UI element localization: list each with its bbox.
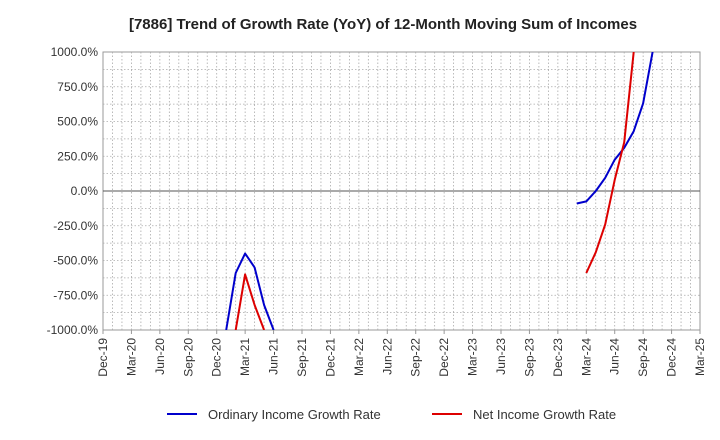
x-tick-label: Jun-22 <box>380 338 394 375</box>
y-tick-label: 500.0% <box>57 115 98 129</box>
x-tick-label: Jun-20 <box>153 338 167 375</box>
y-tick-label: 1000.0% <box>51 45 99 59</box>
series-lines <box>225 52 654 330</box>
y-tick-label: -500.0% <box>53 254 98 268</box>
legend-label: Ordinary Income Growth Rate <box>208 407 381 422</box>
y-tick-label: 0.0% <box>71 184 99 198</box>
x-tick-label: Dec-21 <box>323 338 337 377</box>
series-line-ordinary-income <box>576 52 654 205</box>
x-tick-label: Sep-20 <box>181 338 195 377</box>
x-tick-label: Jun-23 <box>494 338 508 375</box>
x-tick-label: Mar-22 <box>352 338 366 376</box>
grid <box>102 51 701 331</box>
x-tick-label: Dec-22 <box>437 338 451 377</box>
x-tick-label: Mar-23 <box>466 338 480 376</box>
x-tick-label: Mar-24 <box>579 338 593 376</box>
series-line-ordinary-income <box>225 252 275 330</box>
x-tick-label: Mar-21 <box>238 338 252 376</box>
x-tick-label: Sep-22 <box>409 338 423 377</box>
x-tick-label: Dec-23 <box>551 338 565 377</box>
series-line-net-income <box>234 273 266 330</box>
x-tick-label: Mar-25 <box>693 338 707 376</box>
x-tick-label: Dec-19 <box>96 338 110 377</box>
x-tick-label: Sep-23 <box>522 338 536 377</box>
series-line-net-income <box>585 52 635 274</box>
x-tick-label: Sep-21 <box>295 338 309 377</box>
y-tick-label: -250.0% <box>53 219 98 233</box>
y-tick-label: -750.0% <box>53 288 98 302</box>
x-tick-label: Jun-21 <box>267 338 281 375</box>
x-tick-label: Jun-24 <box>608 338 622 375</box>
x-tick-label: Sep-24 <box>636 338 650 377</box>
y-tick-label: 750.0% <box>57 80 98 94</box>
legend-label: Net Income Growth Rate <box>473 407 616 422</box>
axes: 1000.0% 750.0% 500.0% 250.0% 0.0% -250.0% -500… <box>47 45 707 377</box>
x-tick-label: Mar-20 <box>124 338 138 376</box>
x-tick-label: Dec-20 <box>210 338 224 377</box>
y-tick-label: 250.0% <box>57 149 98 163</box>
chart-title: [7886] Trend of Growth Rate (YoY) of 12-… <box>129 16 637 33</box>
y-tick-label: -1000.0% <box>47 323 99 337</box>
x-tick-label: Dec-24 <box>665 338 679 377</box>
legend: Ordinary Income Growth Rate Net Income Gr… <box>167 407 616 422</box>
